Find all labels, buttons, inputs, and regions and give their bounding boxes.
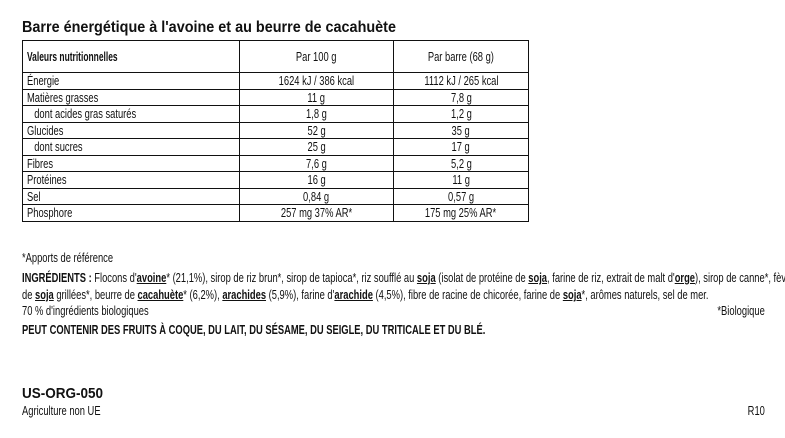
reference-code: R10 bbox=[747, 403, 765, 418]
nutrient-value: 257 mg 37% AR* bbox=[280, 205, 353, 221]
allergen: soja bbox=[416, 270, 436, 285]
nutrient-value: 16 g bbox=[307, 172, 326, 188]
allergen: avoine bbox=[136, 270, 167, 285]
ingredients-line-2: de soja grillées*, beurre de cacahuète* … bbox=[22, 287, 708, 302]
allergen-warning: PEUT CONTENIR DES FRUITS À COQUE, DU LAI… bbox=[22, 322, 486, 337]
header-label: Valeurs nutritionnelles bbox=[27, 49, 118, 64]
ingredient-text: INGRÉDIENTS : bbox=[22, 270, 92, 285]
nutrient-value: 1112 kJ / 265 kcal bbox=[423, 73, 499, 89]
ingredient-text: de bbox=[22, 287, 36, 302]
nutrient-value: 17 g bbox=[451, 139, 471, 155]
ingredients-line-1: INGRÉDIENTS : Flocons d'avoine* (21,1%),… bbox=[22, 270, 785, 285]
nutrition-table: Valeurs nutritionnelles Par 100 g Par ba… bbox=[22, 40, 529, 222]
table-row: dont sucres 25 g 17 g bbox=[22, 138, 529, 156]
nutrient-value: 11 g bbox=[452, 172, 470, 188]
table-row: Protéines 16 g 11 g bbox=[22, 171, 529, 189]
nutrient-name: Glucides bbox=[27, 122, 64, 138]
nutrient-value: 35 g bbox=[451, 122, 471, 138]
nutrient-value: 0,84 g bbox=[303, 188, 330, 204]
nutrient-name: Sel bbox=[27, 188, 41, 204]
allergen: cacahuète bbox=[137, 287, 184, 302]
table-row: Matières grasses 11 g 7,8 g bbox=[22, 88, 529, 106]
nutrient-value: 1624 kJ / 386 kcal bbox=[278, 73, 355, 89]
header-per-bar: Par barre (68 g) bbox=[427, 49, 495, 64]
nutrient-value: 5,2 g bbox=[450, 155, 472, 171]
nutrient-value: 7,8 g bbox=[450, 89, 472, 105]
allergen: arachides bbox=[222, 287, 267, 302]
allergen: soja bbox=[35, 287, 54, 302]
table-row: Fibres 7,6 g 5,2 g bbox=[22, 154, 529, 172]
table-row: Glucides 52 g 35 g bbox=[22, 121, 529, 139]
nutrient-value: 7,6 g bbox=[306, 155, 327, 171]
table-row: dont acides gras saturés 1,8 g 1,2 g bbox=[22, 105, 529, 123]
origin: Agriculture non UE bbox=[22, 403, 101, 418]
table-row: Énergie 1624 kJ / 386 kcal 1112 kJ / 265 k… bbox=[22, 72, 529, 90]
nutrient-value: 52 g bbox=[307, 122, 326, 138]
nutrient-value: 11 g bbox=[307, 89, 326, 105]
allergen: soja bbox=[562, 287, 582, 302]
table-row: Sel 0,84 g 0,57 g bbox=[22, 187, 529, 205]
nutrient-value: 1,2 g bbox=[450, 106, 472, 122]
ingredient-text: *, arômes naturels, sel de mer. bbox=[581, 287, 709, 302]
table-header: Valeurs nutritionnelles Par 100 g Par ba… bbox=[22, 40, 529, 73]
nutrient-name: Phosphore bbox=[27, 205, 73, 221]
ingredient-text: (isolat de protéine de bbox=[435, 270, 529, 285]
product-title: Barre énergétique à l'avoine et au beurr… bbox=[22, 19, 396, 36]
nutrient-value: 0,57 g bbox=[447, 188, 475, 204]
ingredient-text: (5,9%), farine d' bbox=[266, 287, 335, 302]
nutrient-name: dont acides gras saturés bbox=[34, 106, 137, 122]
organic-percent: 70 % d'ingrédients biologiques bbox=[22, 303, 149, 318]
nutrient-value: 25 g bbox=[307, 139, 326, 155]
ingredient-text: * (6,2%), bbox=[183, 287, 223, 302]
nutrient-name: Matières grasses bbox=[27, 89, 99, 105]
nutrient-name: Protéines bbox=[27, 172, 67, 188]
allergen: orge bbox=[674, 270, 695, 285]
nutrient-name: Énergie bbox=[27, 73, 60, 89]
nutrient-name: dont sucres bbox=[34, 139, 83, 155]
table-row: Phosphore 257 mg 37% AR* 175 mg 25% AR* bbox=[22, 204, 529, 222]
header-per-100g: Par 100 g bbox=[296, 49, 337, 64]
nutrient-value: 1,8 g bbox=[306, 106, 327, 122]
nutrient-name: Fibres bbox=[27, 155, 54, 171]
ingredient-text: Flocons d' bbox=[91, 270, 137, 285]
allergen: soja bbox=[528, 270, 548, 285]
ingredient-text: (4,5%), fibre de racine de chicorée, far… bbox=[372, 287, 563, 302]
allergen: arachide bbox=[334, 287, 373, 302]
organic-note: *Biologique bbox=[717, 303, 765, 318]
nutrient-value: 175 mg 25% AR* bbox=[425, 205, 497, 221]
ingredient-text: * (21,1%), sirop de riz brun*, sirop de … bbox=[166, 270, 417, 285]
ingredient-text: ), sirop de canne*, fèves bbox=[694, 270, 785, 285]
ingredient-text: grillées*, beurre de bbox=[53, 287, 138, 302]
ingredient-text: , farine de riz, extrait de malt d' bbox=[547, 270, 675, 285]
reference-footnote: *Apports de référence bbox=[22, 250, 114, 265]
certifier-code: US-ORG-050 bbox=[22, 385, 104, 402]
